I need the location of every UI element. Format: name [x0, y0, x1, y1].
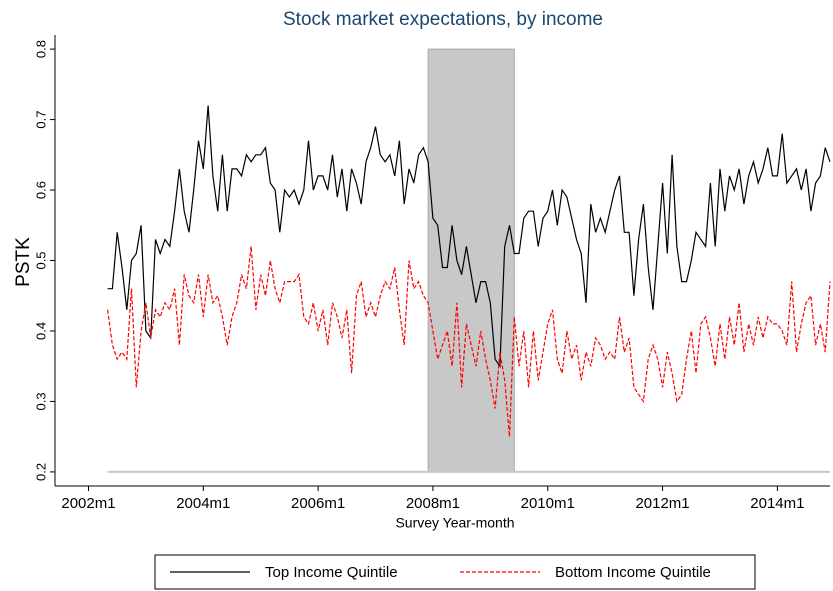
series-line — [107, 105, 831, 369]
legend-box — [154, 554, 756, 590]
y-tick-label: 0.4 — [33, 322, 48, 340]
x-tick-label: 2014m1 — [750, 495, 804, 512]
y-axis-label: PSTK — [13, 237, 34, 287]
x-tick-label: 2006m1 — [291, 495, 345, 512]
y-tick-label: 0.6 — [33, 181, 48, 199]
y-tick-label: 0.2 — [33, 463, 48, 481]
chart-title: Stock market expectations, by income — [283, 9, 603, 30]
series-line — [107, 246, 831, 437]
x-tick-label: 2008m1 — [406, 495, 460, 512]
y-tick-label: 0.8 — [33, 40, 48, 58]
x-tick-label: 2004m1 — [176, 495, 230, 512]
x-tick-label: 2012m1 — [635, 495, 689, 512]
legend-label: Top Income Quintile — [265, 564, 398, 581]
y-tick-label: 0.7 — [33, 111, 48, 129]
x-tick-label: 2010m1 — [521, 495, 575, 512]
y-tick-label: 0.5 — [33, 251, 48, 269]
y-tick-label: 0.3 — [33, 392, 48, 410]
x-tick-label: 2002m1 — [61, 495, 115, 512]
x-axis-label: Survey Year-month — [395, 515, 514, 531]
shade-area — [427, 48, 515, 473]
legend-label: Bottom Income Quintile — [555, 564, 711, 581]
